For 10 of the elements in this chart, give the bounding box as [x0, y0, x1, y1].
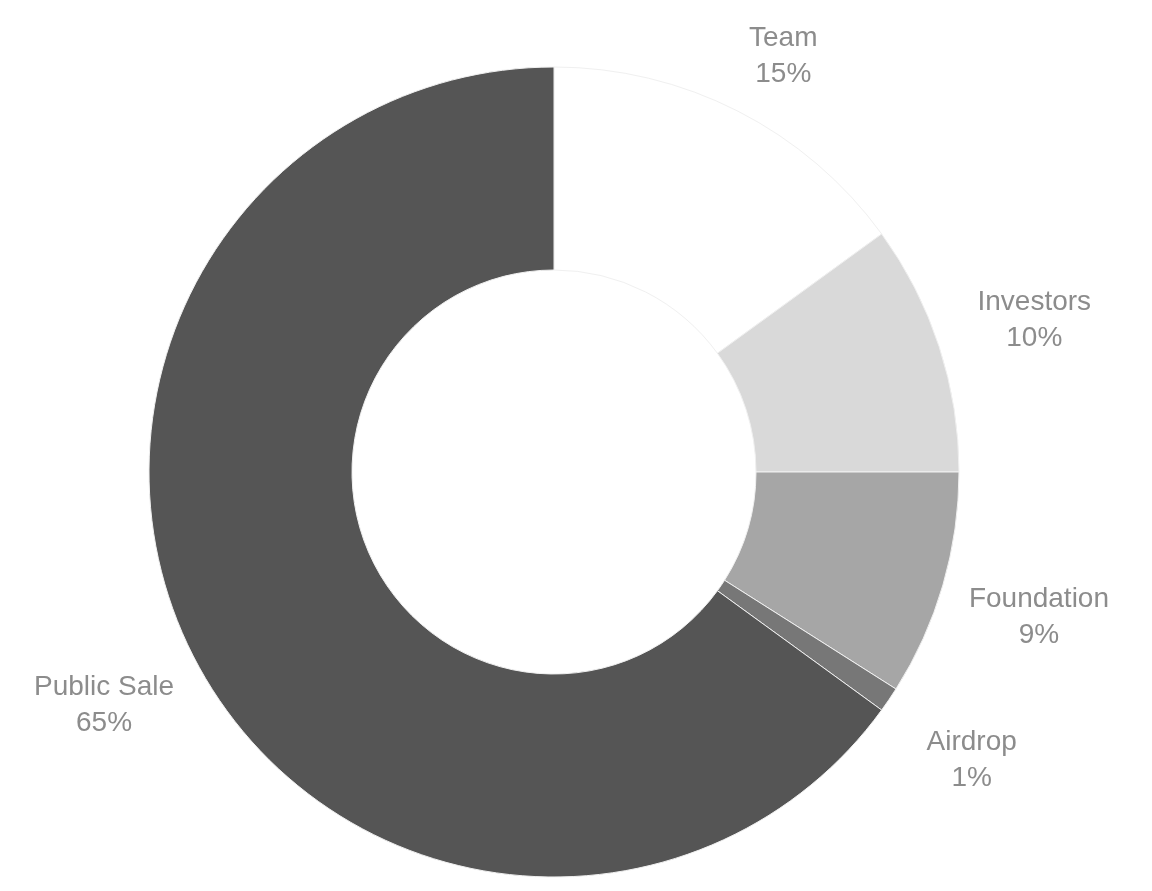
slice-label: Airdrop [926, 724, 1017, 756]
data-label: 15% [755, 57, 812, 88]
slice-label: Team [749, 21, 818, 52]
data-label: 65% [76, 706, 133, 738]
data-label: 10% [1006, 320, 1063, 352]
slice-label: Investors [977, 284, 1092, 316]
data-label: 9% [1018, 617, 1060, 649]
data-label: 1% [951, 760, 992, 792]
slice-label: Public Sale [33, 670, 175, 702]
slice-label: Foundation [968, 581, 1109, 613]
